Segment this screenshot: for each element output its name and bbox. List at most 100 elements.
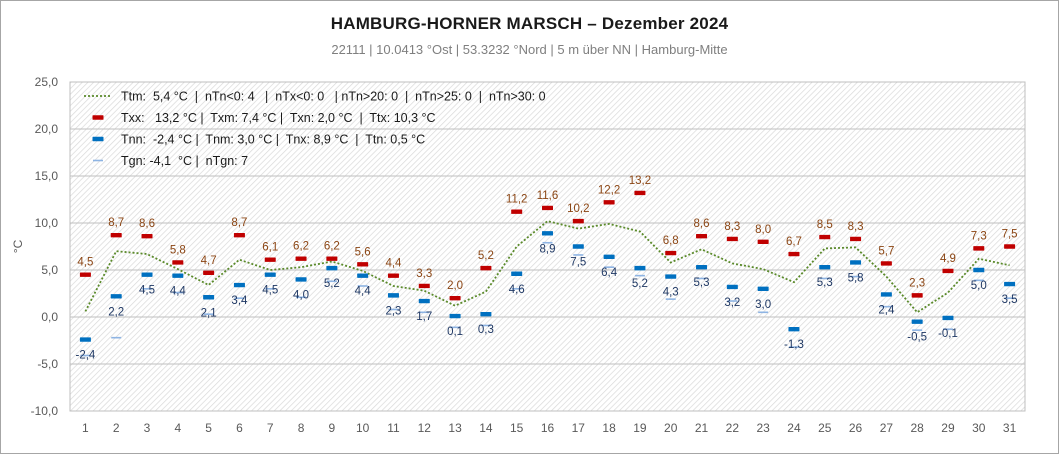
tn-label: 4,4 (355, 286, 372, 298)
tx-mark (696, 233, 708, 239)
tn-label: 1,7 (416, 311, 432, 323)
tx-mark (603, 200, 615, 205)
tn-label: 5,3 (817, 277, 833, 289)
tn-label: -1,3 (784, 339, 804, 351)
tn-mark (819, 264, 831, 270)
tn-mark (480, 311, 492, 317)
tn-label: 3,0 (755, 299, 771, 311)
x-tick-label: 5 (205, 421, 212, 435)
tn-mark (387, 293, 399, 298)
tx-label: 4,5 (77, 257, 93, 269)
legend-txx-swatch (92, 115, 104, 120)
tx-mark (850, 236, 862, 242)
legend-tgn-swatch (93, 159, 103, 162)
tn-mark (757, 286, 769, 291)
tx-mark (480, 265, 492, 271)
x-tick-label: 4 (174, 421, 181, 435)
tx-mark (110, 233, 122, 238)
tx-label: 6,1 (262, 242, 278, 254)
tx-label: 4,9 (940, 253, 956, 265)
tx-label: 8,7 (108, 217, 124, 229)
tx-mark (572, 218, 584, 224)
tn-label: 4,5 (139, 285, 155, 297)
x-tick-label: 30 (972, 421, 986, 435)
x-tick-label: 16 (541, 421, 555, 435)
tgn-mark (634, 274, 645, 277)
tx-label: 12,2 (598, 184, 620, 196)
legend-entry: Tgn: -4,1 °C | nTgn: 7 (121, 154, 248, 168)
legend-entry: Tnn: -2,4 °C | Tnm: 3,0 °C | Tnx: 8,9 °C… (121, 133, 425, 147)
tgn-mark (942, 328, 953, 331)
tn-label: -2,4 (75, 350, 95, 362)
x-tick-label: 20 (664, 421, 678, 435)
tn-label: 2,2 (108, 306, 124, 318)
tn-mark (264, 272, 276, 277)
tx-label: 8,3 (848, 221, 864, 233)
x-tick-label: 3 (144, 421, 151, 435)
tn-mark (326, 265, 338, 271)
tn-label: -0,5 (907, 332, 927, 344)
tn-mark (449, 313, 461, 319)
tn-mark (357, 273, 369, 278)
tn-mark (79, 337, 91, 342)
x-tick-label: 14 (479, 421, 493, 435)
y-tick-label: 15,0 (35, 169, 59, 183)
x-tick-label: 29 (941, 421, 955, 435)
x-tick-label: 9 (329, 421, 336, 435)
y-tick-label: 0,0 (41, 310, 58, 324)
legend-entry: Ttm: 5,4 °C | nTn<0: 4 | nTx<0: 0 | nTn>… (121, 90, 546, 104)
tx-mark (233, 233, 245, 238)
tx-mark (726, 236, 738, 242)
y-axis: -10,0 -5,0 0,0 5,0 10,0 15,0 20,0 25,0 (31, 75, 59, 418)
tn-mark (295, 277, 307, 282)
x-tick-label: 12 (418, 421, 432, 435)
tx-label: 8,6 (694, 218, 710, 230)
tn-mark (542, 231, 553, 236)
chart-title: HAMBURG-HORNER MARSCH – Dezember 2024 (330, 14, 729, 33)
series-layer: -2,4 2,2 4,5 4,4 2,1 3,4 4,5 4,0 5,2 4,4 2,3 1,7 0,1… (75, 175, 1017, 362)
tn-mark (942, 315, 954, 321)
tn-mark (603, 254, 615, 260)
tx-label: 8,7 (231, 217, 247, 229)
tgn-mark (326, 280, 337, 283)
tn-mark (973, 267, 985, 273)
x-axis: 1 2 3 4 5 6 7 8 9 10 11 12 13 14 15 16 17 18 19 20 21 22 23 24 2… (82, 421, 1017, 435)
tgn-mark (912, 329, 923, 331)
tgn-mark (172, 291, 183, 294)
tn-mark (788, 327, 800, 332)
tgn-mark (142, 288, 153, 290)
tgn-mark (881, 305, 892, 308)
tgn-mark (80, 354, 91, 357)
tn-mark (850, 260, 862, 265)
x-tick-label: 11 (387, 421, 400, 435)
tgn-mark (1004, 297, 1015, 299)
legend: Ttm: 5,4 °C | nTn<0: 4 | nTx<0: 0 | nTn>… (84, 90, 546, 168)
tn-mark (880, 292, 892, 297)
tn-label: 8,9 (540, 243, 556, 255)
tgn-mark (850, 275, 861, 278)
tx-mark (757, 239, 769, 244)
x-tick-label: 21 (695, 421, 709, 435)
tx-mark (418, 283, 430, 289)
tx-mark (141, 233, 153, 239)
x-tick-label: 2 (113, 421, 120, 435)
tgn-mark (480, 324, 491, 327)
tn-mark (696, 264, 708, 270)
tn-label: 3,2 (724, 297, 740, 309)
tgn-mark (234, 297, 245, 299)
tn-label: 5,2 (632, 278, 648, 290)
tx-mark (357, 262, 369, 267)
tn-label: 4,4 (170, 286, 187, 298)
tn-label: 2,4 (878, 304, 895, 316)
tgn-mark (696, 277, 707, 280)
x-tick-label: 23 (756, 421, 770, 435)
tgn-mark (265, 288, 276, 290)
tn-label: 2,1 (201, 307, 217, 319)
tn-mark (634, 265, 646, 271)
tgn-mark (296, 296, 307, 299)
tn-label: 5,2 (324, 278, 340, 290)
tn-mark (665, 274, 677, 279)
tn-label: 3,4 (231, 295, 248, 307)
tx-mark (511, 209, 523, 214)
